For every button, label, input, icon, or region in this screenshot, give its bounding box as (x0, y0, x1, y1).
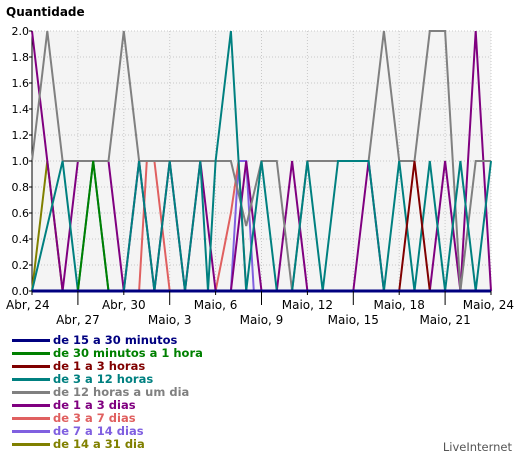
legend-label-2: de 1 a 3 horas (53, 359, 146, 373)
legend-label-7: de 7 a 14 dias (53, 424, 144, 438)
legend-swatch-5 (12, 404, 50, 407)
legend-label-3: de 3 a 12 horas (53, 372, 154, 386)
legend-item-3: de 3 a 12 horas (12, 373, 203, 386)
y-axis-label: Quantidade (6, 5, 85, 19)
y-tick-label-7: 1.4 (12, 103, 30, 116)
legend-item-2: de 1 a 3 horas (12, 360, 203, 373)
legend-swatch-4 (12, 391, 50, 394)
legend-label-4: de 12 horas a um dia (53, 385, 190, 399)
legend-item-1: de 30 minutos a 1 hora (12, 347, 203, 360)
legend-swatch-1 (12, 352, 50, 355)
legend-swatch-3 (12, 378, 50, 381)
y-tick-label-0: 0.0 (12, 285, 30, 298)
y-tick-label-6: 1.2 (12, 129, 30, 142)
legend-swatch-7 (12, 430, 50, 433)
x-tick-label-3: Maio, 3 (148, 313, 192, 327)
x-tick-label-7: Maio, 15 (328, 313, 379, 327)
legend-label-1: de 30 minutos a 1 hora (53, 346, 203, 360)
y-tick-label-5: 1.0 (12, 155, 30, 168)
x-tick-label-2: Abr, 30 (102, 298, 146, 312)
legend-item-0: de 15 a 30 minutos (12, 334, 203, 347)
legend-swatch-2 (12, 365, 50, 368)
x-tick-label-4: Maio, 6 (194, 298, 238, 312)
legend: de 15 a 30 minutos de 30 minutos a 1 hora… (12, 334, 203, 451)
y-tick-label-3: 0.6 (12, 207, 30, 220)
legend-item-8: de 14 a 31 dia (12, 438, 203, 451)
legend-swatch-6 (12, 417, 50, 420)
y-axis-ticks: 0.0 0.2 0.4 0.6 0.8 1.0 1.2 1.4 1.6 1.8 2.0 (12, 25, 32, 298)
legend-label-5: de 1 a 3 dias (53, 398, 136, 412)
x-tick-label-9: Maio, 21 (419, 313, 470, 327)
x-tick-label-8: Maio, 18 (374, 298, 425, 312)
x-tick-label-6: Maio, 12 (282, 298, 333, 312)
x-tick-label-0: Abr, 24 (6, 298, 50, 312)
legend-label-0: de 15 a 30 minutos (53, 333, 178, 347)
y-tick-label-4: 0.8 (12, 181, 30, 194)
x-tick-label-10: Maio, 24 (463, 298, 514, 312)
legend-label-6: de 3 a 7 dias (53, 411, 136, 425)
legend-item-6: de 3 a 7 dias (12, 412, 203, 425)
legend-label-8: de 14 a 31 dia (53, 437, 145, 451)
x-tick-label-5: Maio, 9 (240, 313, 284, 327)
y-tick-label-10: 2.0 (12, 25, 30, 38)
x-tick-label-1: Abr, 27 (56, 313, 100, 327)
legend-swatch-8 (12, 443, 50, 446)
y-tick-label-2: 0.4 (12, 233, 30, 246)
legend-item-4: de 12 horas a um dia (12, 386, 203, 399)
legend-item-5: de 1 a 3 dias (12, 399, 203, 412)
y-tick-label-9: 1.8 (12, 51, 30, 64)
y-tick-label-8: 1.6 (12, 77, 30, 90)
legend-swatch-0 (12, 339, 50, 342)
brand-label: LiveInternet (442, 440, 512, 454)
y-tick-label-1: 0.2 (12, 259, 30, 272)
legend-item-7: de 7 a 14 dias (12, 425, 203, 438)
